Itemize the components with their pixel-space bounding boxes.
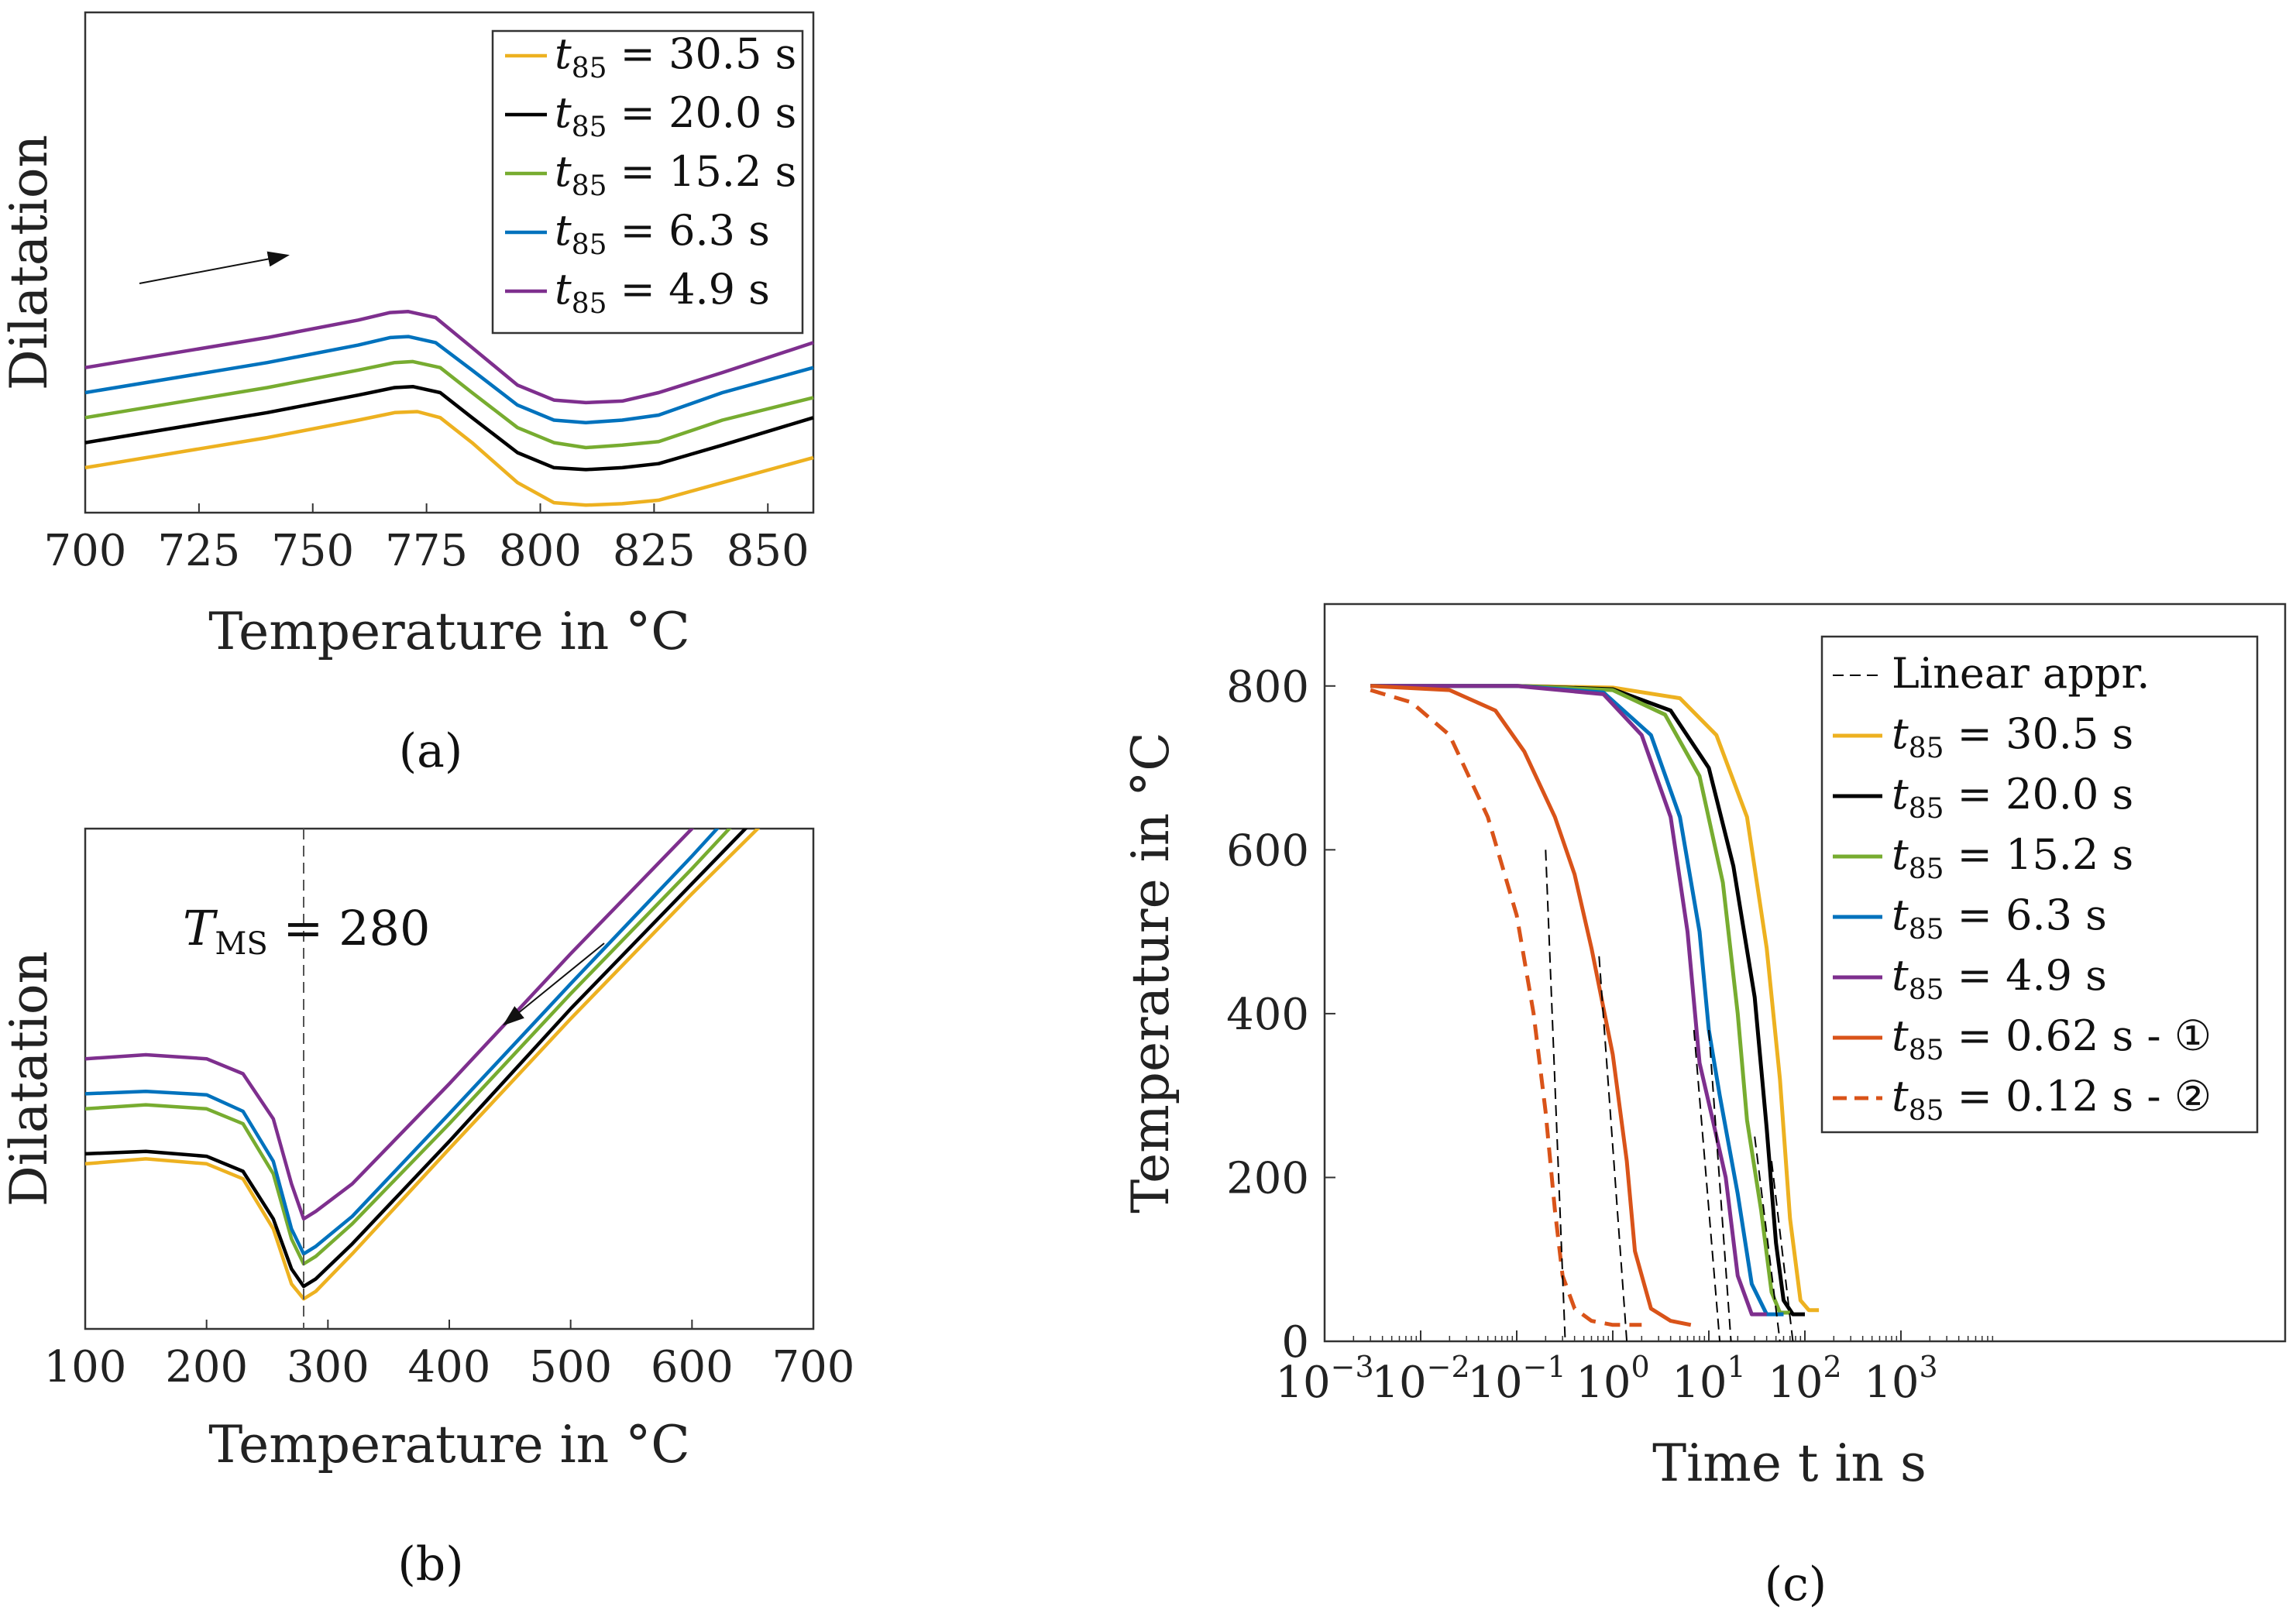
ms-label-symbol: T [183, 900, 218, 956]
panel-b-caption: (b) [397, 1537, 463, 1591]
panel-b-series-s30 [85, 829, 761, 1301]
panel-a-x-tick-label: 725 [157, 526, 240, 576]
panel-c-series-linear-7 [1545, 850, 1566, 1342]
panel-b-series-s20 [85, 829, 748, 1289]
panel-c-series-linear-8 [1598, 956, 1628, 1342]
panel-b-series-s4 [85, 829, 695, 1221]
ms-label-value: = 280 [268, 900, 431, 956]
panel-c-x-tick-label: 101 [1672, 1350, 1745, 1408]
panel-a-y-label: Dilatation [0, 135, 59, 390]
panel-a-x-tick-label: 775 [385, 526, 468, 576]
panel-a: 700 725 750 775 800 825 850 Temperature in °C … [0, 11, 815, 778]
panel-c-series-s012 [1370, 688, 1642, 1327]
panel-c-legend-label-linear: Linear appr. [1892, 649, 2150, 698]
panel-a-x-tick-label: 825 [613, 526, 696, 576]
panel-c-series-s062 [1370, 684, 1692, 1327]
panel-a-series-s20 [84, 384, 814, 472]
panel-b-x-tick-label: 600 [651, 1342, 734, 1392]
panel-c-y-label: Temperature in °C [1121, 732, 1181, 1213]
panel-b-x-tick-label: 500 [529, 1342, 612, 1392]
panel-c-series-linear-11 [1754, 1136, 1781, 1342]
panel-c-y-tick-label: 800 [1226, 662, 1309, 712]
ms-temperature-label: TMS = 280 [183, 900, 430, 962]
ms-label-subscript: MS [215, 926, 267, 962]
panel-b-x-tick-label: 400 [408, 1342, 491, 1392]
panel-a-x-label: Temperature in °C [208, 602, 689, 661]
panel-c-legend-label-s6: t85 = 6.3 s [1892, 891, 2107, 946]
panel-c-x-ticks: 10−310−210−1 100 101 102 103 [1275, 1330, 1994, 1408]
panel-a-series-s30 [84, 410, 814, 507]
panel-c-x-tick-label: 102 [1768, 1350, 1841, 1408]
panel-a-x-tick-label: 800 [499, 526, 582, 576]
panel-a-x-tick-label: 850 [727, 526, 809, 576]
heating-direction-arrow [139, 251, 290, 284]
panel-c-legend-label-s4: t85 = 4.9 s [1892, 951, 2107, 1006]
panel-c-series-s15 [1370, 684, 1790, 1315]
panel-b-x-ticks: 100 200 300 400 500 600 700 [44, 1320, 855, 1392]
panel-a-frame [84, 11, 815, 514]
panel-c-x-tick-label: 10−1 [1467, 1350, 1566, 1408]
panel-a-caption: (a) [399, 724, 463, 778]
panel-c-x-tick-label: 103 [1864, 1350, 1937, 1408]
panel-c-series-linear-10 [1708, 1029, 1732, 1342]
panel-b-x-tick-label: 700 [772, 1342, 855, 1392]
panel-b-x-tick-label: 300 [287, 1342, 369, 1392]
panel-a-legend-box [491, 29, 804, 335]
panel-c-legend-label-s062: t85 = 0.62 s - ① [1892, 1011, 2212, 1066]
panel-c-series-linear-9 [1693, 1029, 1721, 1342]
panel-b-x-label: Temperature in °C [208, 1415, 689, 1475]
panel-c-x-tick-label: 100 [1576, 1350, 1649, 1408]
panel-a-x-ticks: 700 725 750 775 800 825 850 [44, 503, 809, 576]
panel-a-series-s6 [84, 335, 814, 424]
panel-c-series [1370, 684, 1820, 1342]
panel-a-series-s15 [84, 359, 814, 450]
panel-b-x-tick-label: 200 [165, 1342, 248, 1392]
panel-c-y-tick-label: 200 [1226, 1153, 1309, 1203]
panel-c-x-tick-label: 10−3 [1275, 1350, 1373, 1408]
panel-a-legend-label-s4: t85 = 4.9 s [555, 265, 770, 320]
cooling-direction-arrow [502, 942, 605, 1026]
panel-a-legend-label-s6: t85 = 6.3 s [555, 206, 770, 261]
panel-a-x-tick-label: 750 [271, 526, 354, 576]
panel-c-x-label: Time t in s [1652, 1433, 1927, 1493]
panel-c-legend-label-s30: t85 = 30.5 s [1892, 709, 2133, 764]
panel-c-series-s4 [1370, 684, 1767, 1317]
panel-c-x-tick-label: 10−2 [1371, 1350, 1469, 1408]
panel-c-series-s20 [1370, 684, 1805, 1317]
panel-b: 100 200 300 400 500 600 700 TMS = 280 Temperat… [0, 827, 855, 1591]
panel-a-legend-label-s20: t85 = 20.0 s [555, 88, 796, 143]
panel-c-legend-label-s20: t85 = 20.0 s [1892, 770, 2133, 825]
panel-b-x-tick-label: 100 [44, 1342, 127, 1392]
panel-c-legend-label-s012: t85 = 0.12 s - ② [1892, 1072, 2212, 1127]
panel-b-series-s15 [85, 829, 732, 1266]
panel-a-x-tick-label: 700 [44, 526, 127, 576]
panel-b-series [85, 829, 761, 1301]
panel-b-series-s6 [85, 829, 720, 1256]
panel-c-series-s30 [1370, 684, 1820, 1313]
panel-c-y-tick-label: 400 [1226, 990, 1309, 1040]
panel-c-y-tick-label: 600 [1226, 826, 1309, 876]
panel-a-series-s4 [84, 310, 814, 405]
panel-c-y-ticks: 0 200 400 600 800 [1226, 662, 1335, 1368]
panel-c-legend-box [1820, 635, 2259, 1134]
panel-b-y-label: Dilatation [0, 951, 59, 1207]
panel-c-caption: (c) [1765, 1557, 1827, 1612]
panel-c-y-tick-label: 0 [1281, 1317, 1309, 1368]
panel-c: 10−310−210−1 100 101 102 103 0 200 400 600 800 T… [1121, 603, 2287, 1612]
panel-c-series-linear-12 [1771, 1161, 1794, 1342]
panel-a-legend-label-s30: t85 = 30.5 s [555, 29, 796, 84]
panel-a-legend-label-s15: t85 = 15.2 s [555, 147, 796, 202]
panel-c-legend-label-s15: t85 = 15.2 s [1892, 830, 2133, 885]
panel-a-series [84, 310, 814, 507]
